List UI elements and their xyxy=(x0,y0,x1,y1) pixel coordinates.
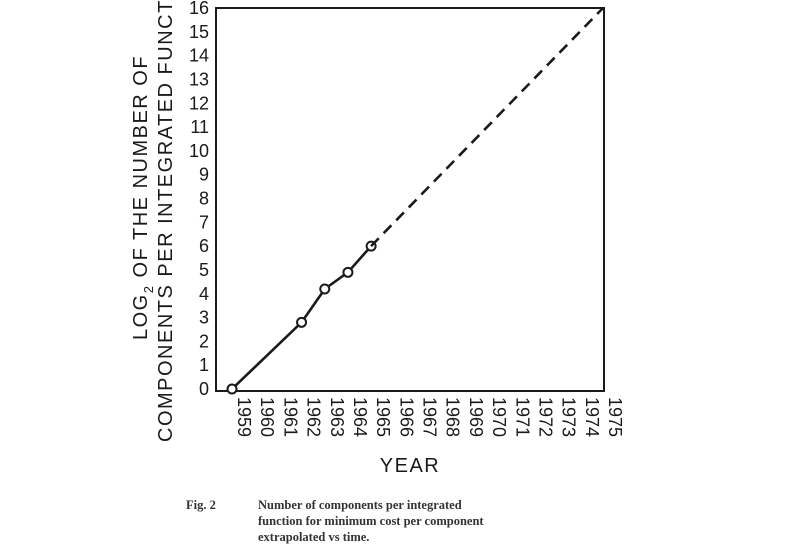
x-tick-label: 1973 xyxy=(559,397,579,437)
y-tick-label: 6 xyxy=(199,236,209,256)
y-tick-label: 15 xyxy=(189,22,209,42)
x-tick-label: 1968 xyxy=(443,397,463,437)
x-tick-label: 1961 xyxy=(280,397,300,437)
data-point xyxy=(296,316,308,328)
caption-line: extrapolated vs time. xyxy=(258,530,370,544)
y-tick-label: 11 xyxy=(190,117,209,137)
y-tick-label: 16 xyxy=(189,0,209,18)
x-tick-label: 1962 xyxy=(304,397,324,437)
plot-frame xyxy=(215,7,605,392)
figure-caption-text: Number of components per integrated func… xyxy=(258,497,618,545)
x-tick-label: 1960 xyxy=(257,397,277,437)
x-tick-label: 1964 xyxy=(350,397,370,437)
x-tick-label: 1972 xyxy=(535,397,555,437)
x-tick-label: 1967 xyxy=(420,397,440,437)
x-tick-label: 1971 xyxy=(512,397,532,437)
series-line-1 xyxy=(370,7,604,248)
x-tick-label: 1969 xyxy=(466,397,486,437)
x-tick-label: 1966 xyxy=(396,397,416,437)
caption-line: function for minimum cost per component xyxy=(258,514,484,528)
y-tick-label: 14 xyxy=(189,46,209,66)
y-axis-title-line2: COMPONENTS PER INTEGRATED FUNCTION xyxy=(155,0,177,442)
x-tick-label: 1963 xyxy=(327,397,347,437)
x-tick-labels: 1959 1960 1961 1962 1963 1964 1965 1966 1967 1968… xyxy=(234,397,625,437)
x-tick-label: 1970 xyxy=(489,397,509,437)
y-tick-label: 13 xyxy=(189,69,209,89)
figure-label: Fig. 2 xyxy=(186,498,216,512)
y-tick-label: 1 xyxy=(199,355,209,375)
y-tick-label: 8 xyxy=(199,189,209,209)
x-tick-label: 1975 xyxy=(605,397,625,437)
data-point xyxy=(226,383,238,395)
x-tick-label: 1959 xyxy=(234,397,254,437)
x-axis-title: YEAR xyxy=(380,455,440,477)
series-layer xyxy=(226,7,604,395)
y-tick-label: 7 xyxy=(199,212,209,232)
y-tick-label: 10 xyxy=(189,141,209,161)
data-point xyxy=(319,283,331,295)
y-tick-label: 3 xyxy=(199,308,209,328)
x-tick-label: 1974 xyxy=(582,397,602,437)
y-tick-label: 4 xyxy=(199,284,209,304)
y-tick-label: 12 xyxy=(189,93,209,113)
y-tick-label: 2 xyxy=(199,331,209,351)
caption-line: Number of components per integrated xyxy=(258,498,462,512)
y-tick-label: 9 xyxy=(199,165,209,185)
data-point xyxy=(342,266,354,278)
y-tick-label: 0 xyxy=(199,379,209,399)
y-tick-label: 5 xyxy=(199,260,209,280)
y-axis-title-line1: LOG2 OF THE NUMBER OF xyxy=(130,55,156,340)
x-tick-label: 1965 xyxy=(373,397,393,437)
